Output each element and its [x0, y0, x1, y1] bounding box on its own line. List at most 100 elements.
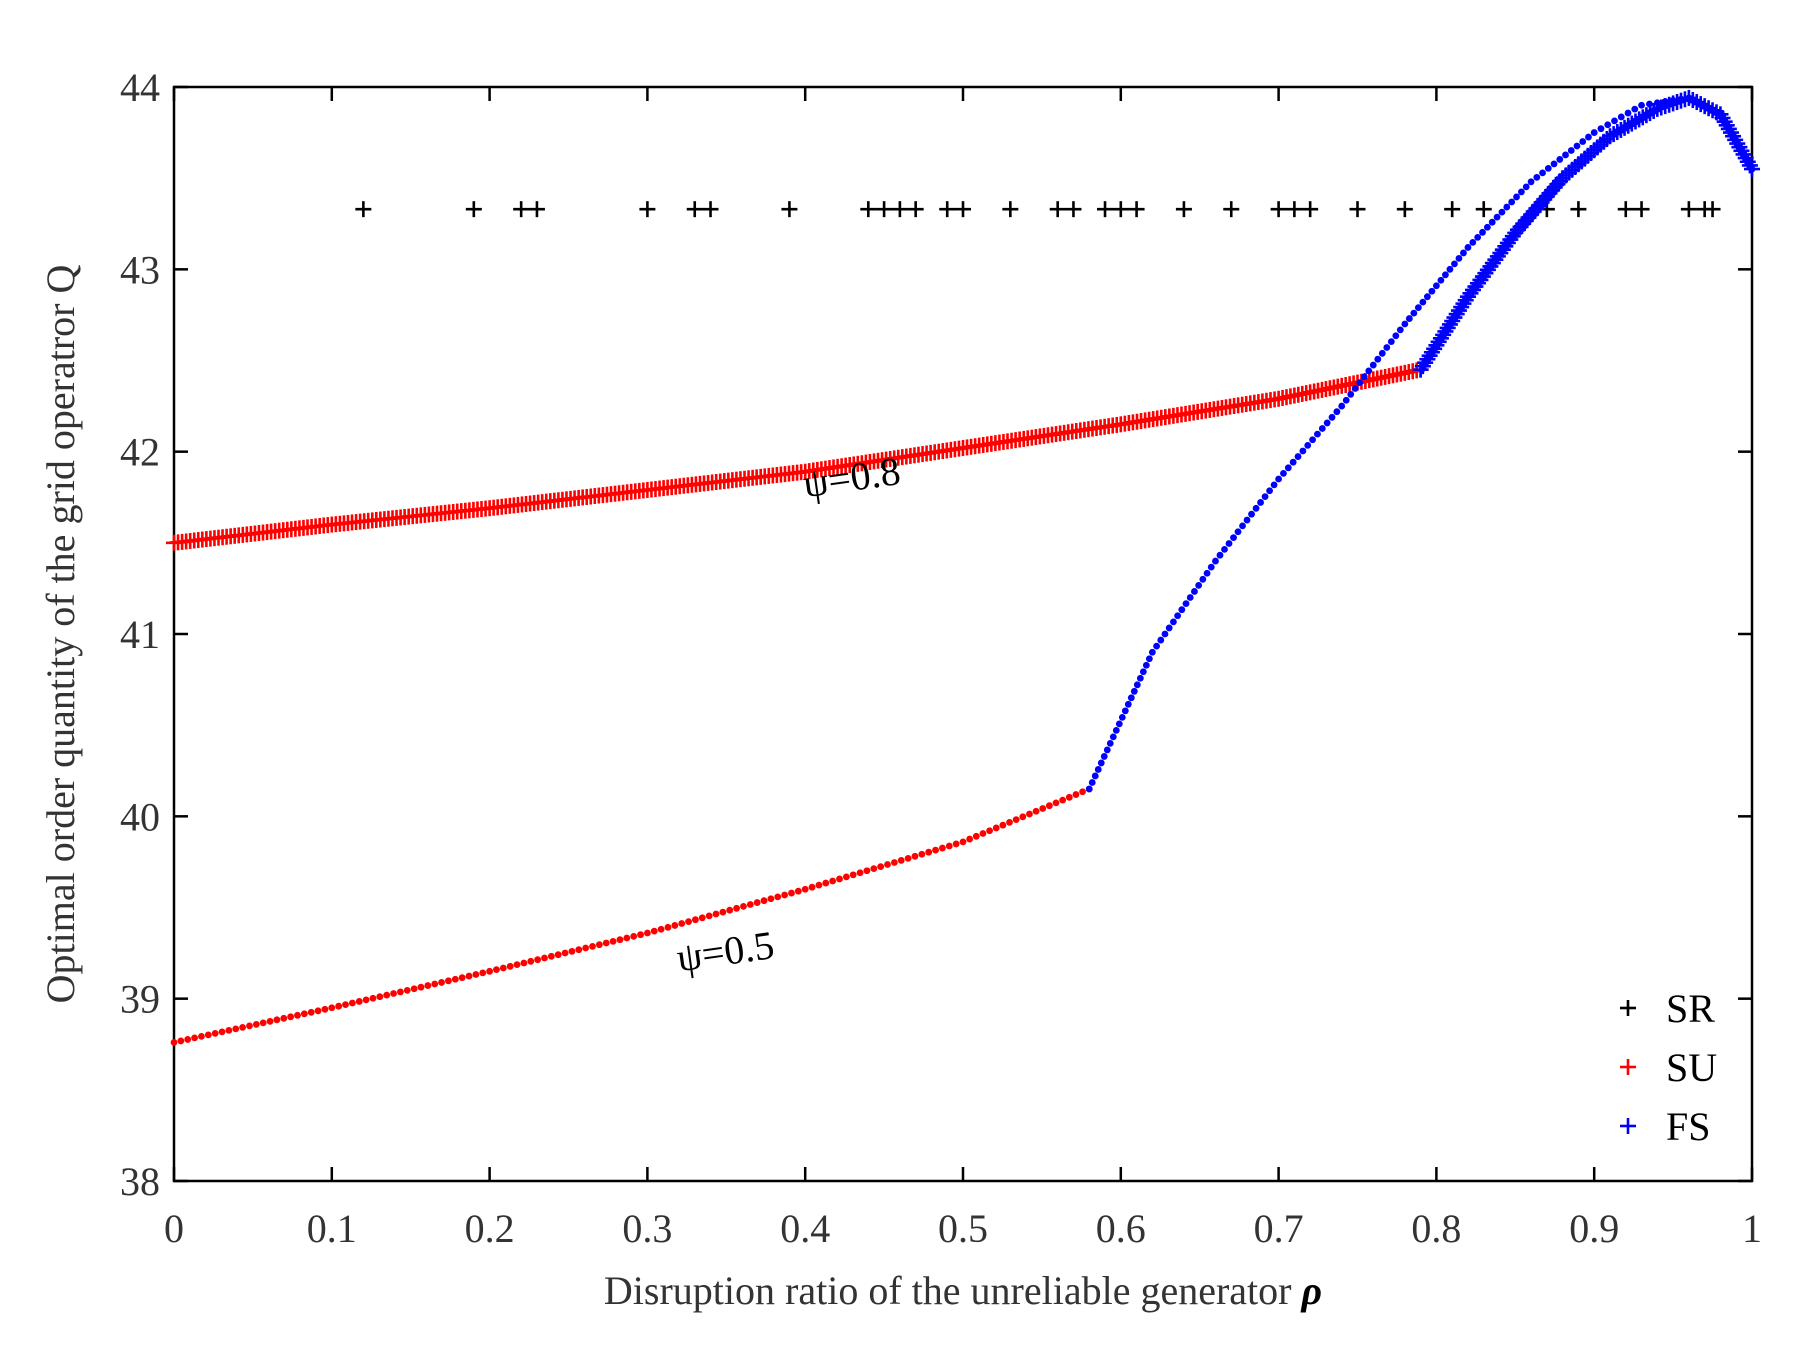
- data-point: [403, 986, 411, 994]
- data-point: [698, 914, 706, 922]
- data-point: [1280, 470, 1287, 477]
- data-point: [863, 867, 871, 875]
- data-point: [602, 939, 610, 947]
- data-point: [1284, 464, 1292, 472]
- data-point: [1261, 493, 1269, 500]
- data-point: [1175, 201, 1192, 218]
- data-point: [1356, 379, 1364, 387]
- data-point: [829, 877, 837, 885]
- x-tick-labels: 0 0.1 0.2 0.3 0.4 0.5 0.6 0.7 0.8 0.9 1: [164, 1206, 1762, 1251]
- data-point: [1527, 178, 1535, 186]
- data-point: [1633, 201, 1650, 218]
- data-point: [1302, 201, 1319, 218]
- data-point: [1115, 720, 1123, 728]
- data-point: [801, 885, 809, 893]
- x-tick-label: 0.6: [1096, 1206, 1146, 1251]
- data-point: [1225, 540, 1233, 547]
- data-point: [541, 954, 548, 962]
- data-point: [547, 952, 555, 960]
- data-point: [781, 201, 798, 218]
- data-point: [876, 201, 893, 218]
- data-point: [1657, 98, 1674, 115]
- data-point: [1423, 293, 1431, 301]
- series-su-1: [166, 361, 1429, 551]
- data-point: [712, 910, 720, 918]
- data-point: [616, 936, 624, 944]
- data-point: [1502, 231, 1519, 248]
- data-point: [788, 889, 795, 897]
- data-point: [1088, 779, 1096, 786]
- y-tick-label: 42: [120, 430, 160, 475]
- series-su-2: [170, 785, 1093, 1046]
- data-point: [1360, 373, 1368, 381]
- data-point: [348, 999, 356, 1007]
- data-point: [1442, 271, 1449, 279]
- data-point: [1645, 102, 1662, 119]
- data-point: [1318, 425, 1326, 432]
- data-point: [1148, 648, 1156, 656]
- data-point: [1405, 315, 1413, 322]
- data-point: [1136, 674, 1144, 682]
- legend-marker: [1620, 1000, 1636, 1016]
- data-point: [1488, 218, 1496, 226]
- data-point: [1493, 213, 1501, 221]
- data-point: [369, 994, 377, 1002]
- data-point: [438, 979, 445, 986]
- data-point: [328, 1004, 336, 1012]
- x-tick-label: 0: [164, 1206, 184, 1251]
- data-point: [1446, 265, 1454, 273]
- legend-item-sr: SR: [1666, 986, 1715, 1031]
- data-point: [431, 980, 439, 988]
- data-point: [1216, 551, 1224, 559]
- data-point: [513, 201, 530, 218]
- data-point: [246, 1022, 253, 1030]
- data-point: [1328, 413, 1336, 421]
- x-tick-label: 1: [1742, 1206, 1762, 1251]
- data-point: [191, 1034, 198, 1042]
- data-point: [781, 891, 789, 899]
- data-point: [692, 916, 699, 924]
- data-point: [664, 923, 672, 931]
- x-axis-label: Disruption ratio of the unreliable gener…: [604, 1268, 1322, 1313]
- data-point: [266, 1017, 274, 1025]
- data-point: [1145, 655, 1153, 663]
- data-point: [986, 827, 993, 835]
- data-point: [1128, 201, 1145, 218]
- data-point: [952, 840, 960, 848]
- data-point: [999, 821, 1007, 829]
- data-point: [1109, 733, 1117, 741]
- data-point: [1275, 475, 1282, 483]
- data-point: [493, 966, 500, 974]
- x-tick-label: 0.1: [307, 1206, 357, 1251]
- data-point: [1351, 385, 1359, 392]
- data-point: [1195, 581, 1203, 589]
- y-tick-labels: 38 39 40 41 42 43 44: [120, 65, 160, 1204]
- data-point: [1451, 260, 1458, 268]
- data-point: [355, 201, 372, 218]
- data-point: [1428, 287, 1436, 295]
- data-point: [1585, 133, 1592, 141]
- data-point: [1191, 588, 1198, 595]
- data-point: [836, 875, 843, 883]
- data-point: [451, 975, 459, 983]
- data-point: [842, 873, 850, 881]
- data-point: [650, 927, 658, 935]
- data-point: [1665, 95, 1682, 112]
- data-point: [294, 1011, 301, 1019]
- data-point: [506, 962, 514, 970]
- data-point: [884, 861, 891, 868]
- data-point: [644, 929, 651, 937]
- data-point: [252, 1020, 260, 1028]
- data-point: [170, 1039, 178, 1046]
- data-point: [1182, 600, 1190, 608]
- data-point: [417, 983, 425, 991]
- data-point: [1669, 94, 1686, 111]
- data-point: [1396, 326, 1404, 334]
- data-point: [1349, 201, 1366, 218]
- data-point: [424, 982, 432, 989]
- data-point: [1342, 396, 1350, 404]
- data-point: [639, 201, 656, 218]
- data-point: [307, 1008, 315, 1016]
- data-point: [355, 998, 363, 1005]
- data-point: [1270, 481, 1278, 489]
